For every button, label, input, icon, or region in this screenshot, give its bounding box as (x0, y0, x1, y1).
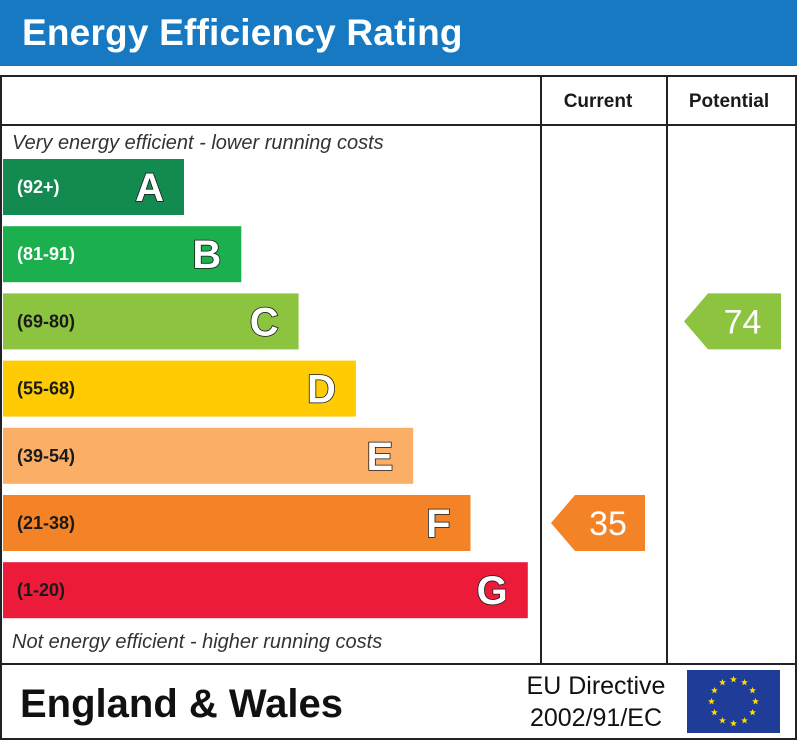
band-e (3, 427, 414, 484)
eu-star-icon (749, 708, 756, 716)
eu-star-icon (741, 716, 748, 724)
band-c-range: (69-80) (17, 311, 75, 331)
eu-star-icon (730, 719, 737, 727)
eu-star-icon (719, 716, 726, 724)
rating-arrows: 35 74 (551, 293, 781, 551)
eu-star-icon (749, 686, 756, 694)
potential-rating-arrow (684, 293, 781, 350)
current-rating-value: 35 (589, 505, 627, 543)
eu-star-icon (711, 686, 718, 694)
title-bar: Energy Efficiency Rating (0, 0, 797, 66)
directive-line-2: 2002/91/EC (530, 704, 662, 732)
band-d-range: (55-68) (17, 379, 75, 399)
current-column-header: Current (564, 91, 633, 112)
band-g-letter: G (477, 569, 508, 613)
eu-flag-icon (687, 670, 780, 733)
band-b-range: (81-91) (17, 244, 75, 264)
band-c-letter: C (250, 300, 279, 344)
eu-star-icon (730, 675, 737, 683)
region-label: England & Wales (20, 682, 343, 726)
band-c (3, 293, 299, 350)
band-b-letter: B (192, 233, 221, 277)
band-a-range: (92+) (17, 177, 60, 197)
eu-star-icon (719, 678, 726, 686)
band-a (3, 159, 184, 215)
current-rating-arrow (551, 495, 645, 551)
note-efficient: Very energy efficient - lower running co… (12, 132, 384, 154)
band-f-range: (21-38) (17, 513, 75, 533)
band-e-range: (39-54) (17, 446, 75, 466)
band-f (3, 495, 471, 551)
eu-star-icon (741, 678, 748, 686)
potential-rating-value: 74 (724, 303, 762, 341)
chart-title: Energy Efficiency Rating (22, 12, 463, 53)
band-g-range: (1-20) (17, 580, 65, 600)
band-d-letter: D (307, 368, 336, 412)
band-f-letter: F (426, 502, 450, 546)
note-inefficient: Not energy efficient - higher running co… (12, 631, 382, 653)
eu-star-icon (711, 708, 718, 716)
band-d (3, 360, 356, 417)
band-b (3, 226, 242, 283)
potential-column-header: Potential (689, 91, 769, 112)
rating-bands: (92+) A (81-91) B (69-80) C (55-68) D (39-54) E (2… (3, 159, 528, 619)
directive-line-1: EU Directive (527, 672, 666, 700)
band-g (3, 562, 528, 619)
chart-frame (0, 75, 797, 740)
eu-star-icon (752, 697, 759, 705)
band-a-letter: A (135, 166, 164, 210)
eu-star-icon (708, 697, 715, 705)
band-e-letter: E (367, 435, 394, 479)
